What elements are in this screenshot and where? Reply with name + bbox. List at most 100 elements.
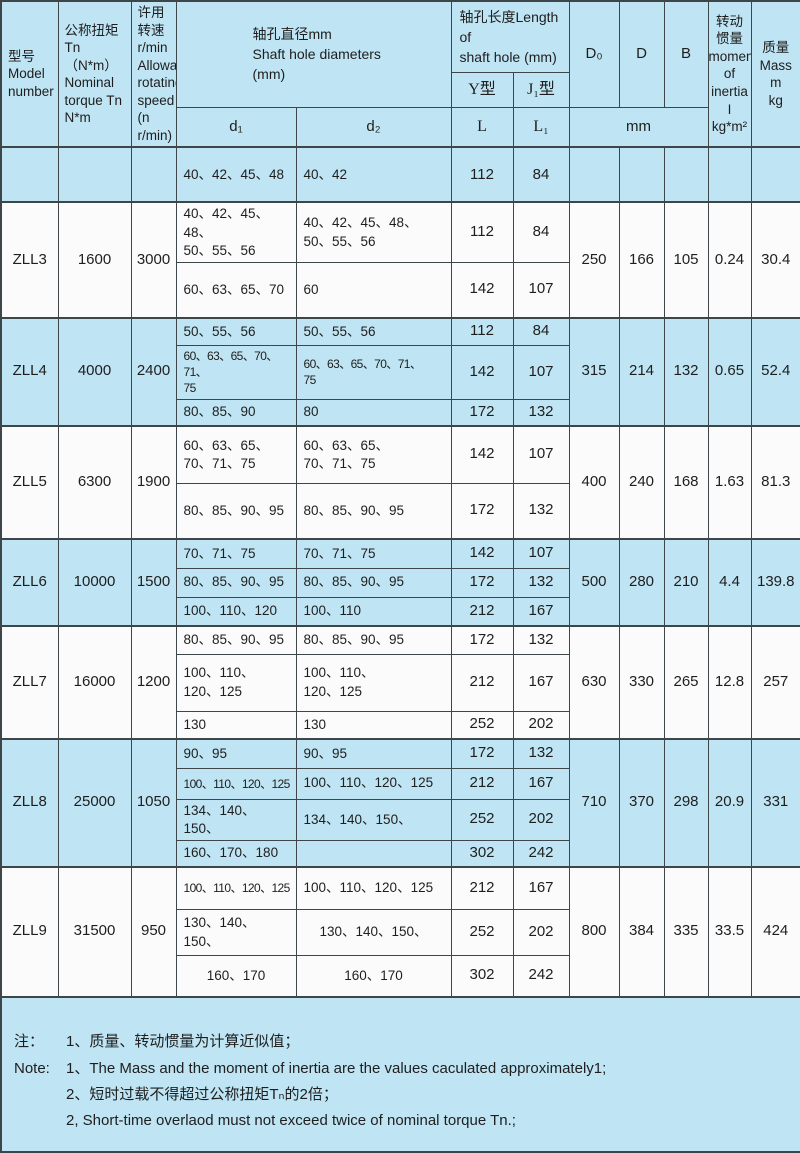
b-cell: 265: [663, 625, 709, 741]
d0-cell: 400: [568, 425, 620, 541]
d-cell: 166: [618, 201, 665, 319]
l1-cell: 107: [512, 345, 570, 400]
d2-cell: 134、140、150、: [295, 798, 452, 842]
header-mm-unit: mm: [568, 106, 709, 149]
d1-cell: 134、140、150、: [175, 798, 297, 842]
model-cell: ZLL6: [0, 538, 59, 628]
d1-cell: 50、55、56: [175, 317, 297, 347]
l-cell: 112: [450, 317, 514, 347]
l-cell: 212: [450, 866, 514, 911]
mass-cell: 81.3: [750, 425, 800, 541]
d1-cell: 130、140、150、: [175, 909, 297, 957]
header-model: 型号 Model number: [0, 0, 59, 149]
d1-cell: 90、95: [175, 738, 297, 769]
torque-cell: [57, 146, 132, 204]
inertia-cell: 1.63: [707, 425, 752, 541]
l1-cell: 242: [512, 955, 570, 998]
b-cell: 298: [663, 738, 709, 868]
inertia-cell: 33.5: [707, 866, 752, 998]
header-d1: d₁: [175, 106, 297, 149]
d2-cell: 100、110、120、125: [295, 767, 452, 800]
d2-cell: 130: [295, 710, 452, 741]
l-cell: 172: [450, 398, 514, 428]
l1-cell: 107: [512, 262, 570, 319]
l1-cell: 132: [512, 625, 570, 655]
b-cell: 105: [663, 201, 709, 319]
b-cell: 210: [663, 538, 709, 628]
speed-cell: 3000: [130, 201, 177, 319]
d2-cell: 80、85、90、95: [295, 482, 452, 541]
l-cell: 252: [450, 909, 514, 957]
d0-cell: 800: [568, 866, 620, 998]
b-cell: 168: [663, 425, 709, 541]
mass-cell: [750, 146, 800, 204]
d2-cell: 60: [295, 262, 452, 319]
header-shaft-hole-length: 轴孔长度Length of shaft hole (mm): [450, 0, 570, 74]
d2-cell: 80、85、90、95: [295, 625, 452, 655]
inertia-cell: [707, 146, 752, 204]
l-cell: 142: [450, 425, 514, 484]
mass-cell: 331: [750, 738, 800, 868]
d2-cell: 130、140、150、: [295, 909, 452, 957]
inertia-cell: 12.8: [707, 625, 752, 741]
speed-cell: 1900: [130, 425, 177, 541]
note-spacer-1: [14, 1083, 66, 1106]
mass-cell: 139.8: [750, 538, 800, 628]
d1-cell: 60、63、65、70、71、 75: [175, 345, 297, 400]
l-cell: 212: [450, 767, 514, 800]
d1-cell: 130: [175, 710, 297, 741]
b-cell: 335: [663, 866, 709, 998]
d1-cell: 160、170、180: [175, 840, 297, 868]
l-cell: 302: [450, 840, 514, 868]
header-j1-type: J₁型: [512, 72, 570, 108]
d1-cell: 40、42、45、48、 50、55、56: [175, 201, 297, 264]
l-cell: 172: [450, 625, 514, 655]
d1-cell: 80、85、90、95: [175, 625, 297, 655]
model-cell: ZLL7: [0, 625, 59, 741]
header-mass: 质量 Mass m kg: [750, 0, 800, 149]
l-cell: 112: [450, 146, 514, 204]
note-label-en: Note:: [14, 1059, 50, 1077]
l1-cell: 202: [512, 710, 570, 741]
d2-cell: 40、42: [295, 146, 452, 204]
d2-cell: 100、110、120、125: [295, 866, 452, 911]
inertia-cell: 0.24: [707, 201, 752, 319]
l-cell: 212: [450, 653, 514, 712]
d-cell: [618, 146, 665, 204]
d0-cell: 500: [568, 538, 620, 628]
mass-cell: 424: [750, 866, 800, 998]
d1-cell: 80、85、90、95: [175, 482, 297, 541]
note-line-2-en: 2, Short-time overlaod must not exceed t…: [66, 1112, 516, 1130]
model-cell: ZLL4: [0, 317, 59, 428]
d1-cell: 60、63、65、 70、71、75: [175, 425, 297, 484]
l1-cell: 84: [512, 201, 570, 264]
header-moment-of-inertia: 转动 惯量 moment of inertia I kg*m²: [707, 0, 752, 149]
l1-cell: 84: [512, 317, 570, 347]
mass-cell: 52.4: [750, 317, 800, 428]
d2-cell: 100、110: [295, 596, 452, 628]
header-y-type: Y型: [450, 72, 514, 108]
d0-cell: 710: [568, 738, 620, 868]
inertia-cell: 0.65: [707, 317, 752, 428]
l1-cell: 202: [512, 909, 570, 957]
d1-cell: 60、63、65、70: [175, 262, 297, 319]
d0-cell: [568, 146, 620, 204]
torque-cell: 1600: [57, 201, 132, 319]
d1-cell: 100、110、120、125: [175, 767, 297, 800]
mass-cell: 30.4: [750, 201, 800, 319]
l-cell: 252: [450, 798, 514, 842]
d2-cell: 70、71、75: [295, 538, 452, 569]
d1-cell: 100、110、 120、125: [175, 653, 297, 712]
d1-cell: 100、110、120: [175, 596, 297, 628]
l-cell: 212: [450, 596, 514, 628]
d2-cell: 60、63、65、 70、71、75: [295, 425, 452, 484]
inertia-cell: 4.4: [707, 538, 752, 628]
inertia-cell: 20.9: [707, 738, 752, 868]
d2-cell: 100、110、 120、125: [295, 653, 452, 712]
torque-cell: 4000: [57, 317, 132, 428]
d1-cell: 80、85、90: [175, 398, 297, 428]
l1-cell: 107: [512, 538, 570, 569]
model-cell: ZLL3: [0, 201, 59, 319]
d-cell: 370: [618, 738, 665, 868]
